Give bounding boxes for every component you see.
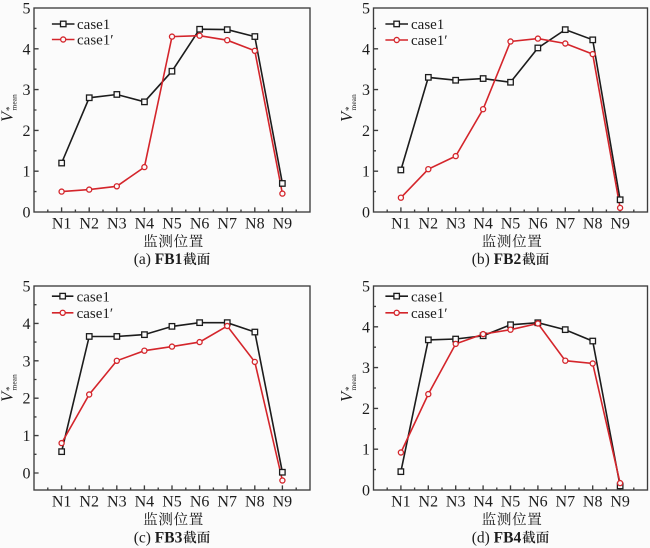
svg-text:N6: N6 xyxy=(528,216,548,233)
svg-text:N7: N7 xyxy=(217,216,237,233)
svg-text:case1: case1 xyxy=(411,289,444,305)
svg-text:0: 0 xyxy=(362,205,370,222)
svg-text:2: 2 xyxy=(362,401,370,418)
svg-text:5: 5 xyxy=(23,279,31,296)
svg-text:*: * xyxy=(344,386,354,391)
svg-text:(a) FB1: (a) FB1 xyxy=(134,251,183,268)
svg-text:3: 3 xyxy=(23,82,31,99)
svg-text:N9: N9 xyxy=(610,216,630,233)
svg-text:N1: N1 xyxy=(391,216,411,233)
svg-text:N2: N2 xyxy=(419,216,439,233)
svg-text:mean: mean xyxy=(10,94,19,110)
svg-text:N8: N8 xyxy=(583,216,603,233)
svg-text:N2: N2 xyxy=(79,216,99,233)
svg-text:1: 1 xyxy=(23,428,31,445)
svg-text:0: 0 xyxy=(23,466,31,483)
svg-text:case1′: case1′ xyxy=(77,306,114,322)
svg-text:2: 2 xyxy=(23,391,31,408)
svg-text:N6: N6 xyxy=(190,494,210,511)
svg-text:N5: N5 xyxy=(501,216,521,233)
svg-text:N5: N5 xyxy=(501,494,521,511)
svg-text:N1: N1 xyxy=(391,494,411,511)
svg-text:3: 3 xyxy=(23,353,31,370)
svg-text:N3: N3 xyxy=(107,216,127,233)
svg-text:*: * xyxy=(5,106,15,111)
svg-text:case1′: case1′ xyxy=(411,33,448,49)
svg-text:0: 0 xyxy=(23,205,31,222)
svg-text:2: 2 xyxy=(23,123,31,140)
svg-text:N9: N9 xyxy=(273,216,293,233)
svg-text:mean: mean xyxy=(349,94,358,110)
svg-text:case1: case1 xyxy=(411,17,444,33)
svg-text:4: 4 xyxy=(23,41,31,58)
svg-text:N8: N8 xyxy=(245,216,265,233)
svg-text:N5: N5 xyxy=(162,494,182,511)
svg-text:0: 0 xyxy=(362,483,370,500)
svg-text:(d) FB4: (d) FB4 xyxy=(472,529,522,546)
svg-text:V: V xyxy=(0,110,17,122)
svg-text:5: 5 xyxy=(23,1,31,18)
svg-text:N4: N4 xyxy=(473,216,493,233)
svg-text:mean: mean xyxy=(10,374,19,390)
svg-text:3: 3 xyxy=(362,360,370,377)
svg-text:case1: case1 xyxy=(77,17,110,33)
svg-text:mean: mean xyxy=(349,374,358,390)
svg-text:N2: N2 xyxy=(419,494,439,511)
svg-text:1: 1 xyxy=(362,164,370,181)
svg-text:4: 4 xyxy=(362,41,370,58)
svg-text:V: V xyxy=(337,390,356,402)
svg-text:V: V xyxy=(0,390,17,402)
svg-text:(c) FB3: (c) FB3 xyxy=(134,529,183,546)
svg-text:N9: N9 xyxy=(273,494,293,511)
svg-text:N1: N1 xyxy=(52,216,72,233)
svg-text:N4: N4 xyxy=(473,494,493,511)
svg-text:N7: N7 xyxy=(556,216,576,233)
svg-text:N3: N3 xyxy=(446,494,466,511)
svg-text:N1: N1 xyxy=(52,494,72,511)
svg-text:4: 4 xyxy=(23,316,31,333)
svg-text:N7: N7 xyxy=(217,494,237,511)
svg-text:*: * xyxy=(5,386,15,391)
svg-text:2: 2 xyxy=(362,123,370,140)
svg-text:4: 4 xyxy=(362,319,370,336)
svg-text:1: 1 xyxy=(362,442,370,459)
svg-text:N3: N3 xyxy=(446,216,466,233)
svg-text:N2: N2 xyxy=(79,494,99,511)
svg-text:N8: N8 xyxy=(583,494,603,511)
svg-text:N4: N4 xyxy=(135,216,155,233)
svg-text:5: 5 xyxy=(362,279,370,296)
svg-text:1: 1 xyxy=(23,164,31,181)
svg-text:N6: N6 xyxy=(190,216,210,233)
svg-text:case1: case1 xyxy=(77,289,110,305)
svg-text:N8: N8 xyxy=(245,494,265,511)
svg-text:N3: N3 xyxy=(107,494,127,511)
svg-text:N7: N7 xyxy=(556,494,576,511)
svg-text:N5: N5 xyxy=(162,216,182,233)
svg-text:3: 3 xyxy=(362,82,370,99)
svg-text:case1′: case1′ xyxy=(411,306,448,322)
svg-text:*: * xyxy=(344,106,354,111)
svg-text:V: V xyxy=(337,110,356,122)
svg-text:(b) FB2: (b) FB2 xyxy=(472,251,522,268)
svg-text:N4: N4 xyxy=(135,494,155,511)
svg-text:5: 5 xyxy=(362,1,370,18)
svg-text:case1′: case1′ xyxy=(77,33,114,49)
svg-text:N6: N6 xyxy=(528,494,548,511)
svg-text:N9: N9 xyxy=(610,494,630,511)
